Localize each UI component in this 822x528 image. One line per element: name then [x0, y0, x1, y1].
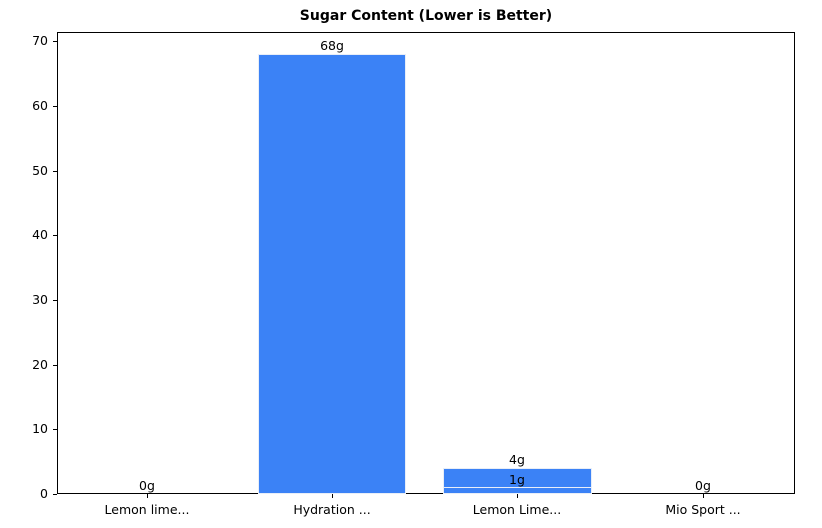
x-tick-3 [703, 494, 704, 498]
chart-title: Sugar Content (Lower is Better) [299, 8, 553, 24]
x-label-lemon-lime: Lemon lime... [104, 502, 190, 517]
bar-label-lemon-lime-1g: 1g [509, 472, 525, 487]
x-tick-1 [332, 494, 333, 498]
x-label-mio-sport: Mio Sport ... [665, 502, 741, 517]
x-tick-2 [517, 494, 518, 498]
x-label-lemon-lime-2: Lemon Lime... [472, 502, 562, 517]
plot-area [57, 32, 795, 494]
bar-label-lemon-lime-0g: 0g [139, 478, 155, 493]
bar-hydration [258, 54, 406, 494]
x-tick-0 [147, 494, 148, 498]
bar-label-lemon-lime-4g: 4g [509, 452, 525, 467]
x-label-hydration: Hydration ... [293, 502, 371, 517]
bar-label-mio-sport: 0g [695, 478, 711, 493]
bar-lemon-lime-1g [443, 487, 592, 494]
bar-label-hydration: 68g [320, 38, 344, 53]
